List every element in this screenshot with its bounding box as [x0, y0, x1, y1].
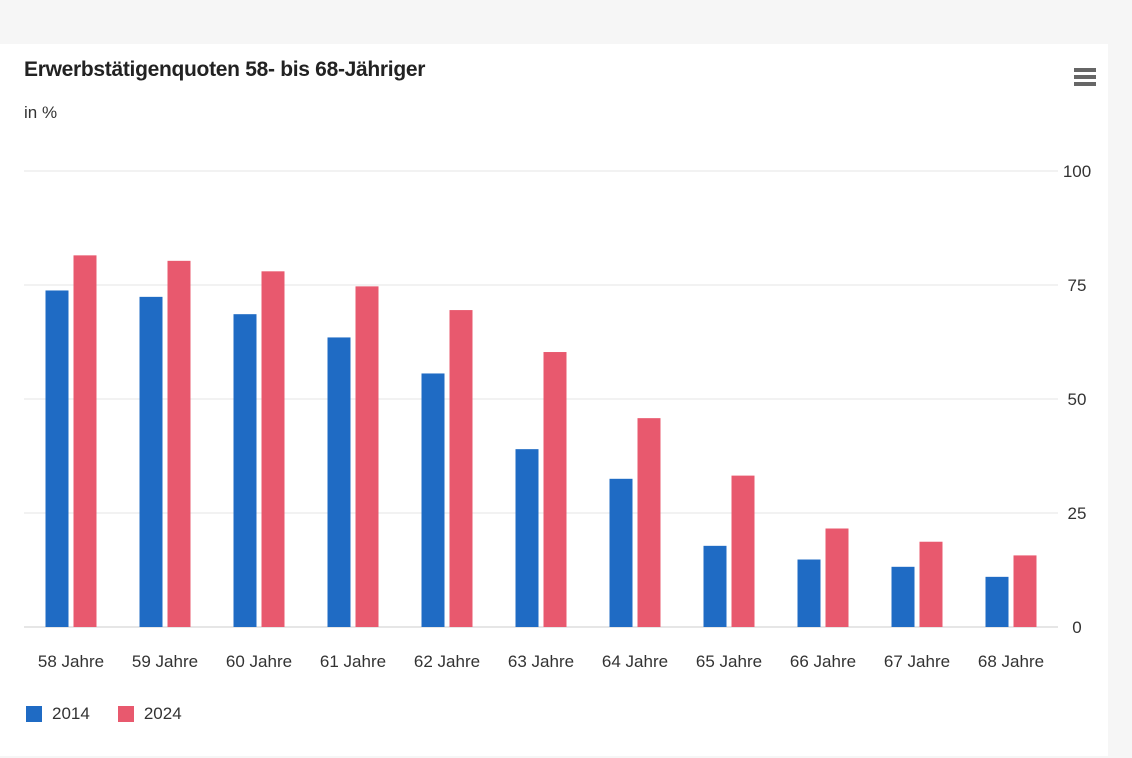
bar-2024	[73, 255, 97, 628]
y-tick-label: 0	[1072, 618, 1081, 637]
x-tick-label: 59 Jahre	[132, 652, 198, 671]
x-tick-label: 66 Jahre	[790, 652, 856, 671]
legend-label: 2014	[52, 704, 90, 723]
bar-2014	[609, 478, 633, 627]
bar-2014	[985, 576, 1009, 627]
x-tick-label: 63 Jahre	[508, 652, 574, 671]
x-tick-label: 67 Jahre	[884, 652, 950, 671]
x-tick-label: 60 Jahre	[226, 652, 292, 671]
legend-item-2014[interactable]: 2014	[26, 704, 90, 724]
bar-2024	[637, 418, 661, 627]
legend-item-2024[interactable]: 2024	[117, 704, 182, 724]
bar-2014	[891, 566, 915, 627]
y-tick-label: 75	[1068, 276, 1087, 295]
x-tick-label: 68 Jahre	[978, 652, 1044, 671]
chart-title: Erwerbstätigenquoten 58- bis 68-Jähriger	[24, 58, 426, 81]
bar-2024	[1013, 555, 1037, 627]
x-tick-label: 64 Jahre	[602, 652, 668, 671]
bar-2024	[825, 528, 849, 627]
bar-2014	[233, 314, 257, 627]
bar-2024	[449, 310, 473, 627]
bar-2024	[355, 286, 379, 627]
bar-2024	[543, 352, 567, 627]
hamburger-menu-icon[interactable]	[1074, 66, 1096, 88]
bar-2014	[421, 373, 445, 627]
bar-2014	[139, 296, 163, 627]
legend-label: 2024	[143, 704, 182, 723]
bar-2014	[515, 449, 539, 627]
legend-swatch	[26, 706, 42, 722]
bar-2024	[919, 541, 943, 627]
bar-2024	[731, 475, 755, 627]
y-tick-label: 50	[1068, 390, 1087, 409]
bar-chart: 0 25 50 75 100 58 Jahre 59 Jahre 60 Jahre 61 Jah…	[24, 162, 1091, 671]
y-tick-label: 25	[1068, 504, 1087, 523]
bar-2024	[167, 260, 191, 627]
y-tick-label: 100	[1063, 162, 1091, 181]
bar-2014	[45, 290, 69, 627]
bar-2014	[797, 559, 821, 627]
chart-legend: 2014 2024	[26, 704, 210, 724]
chart-card: Erwerbstätigenquoten 58- bis 68-Jähriger…	[0, 44, 1108, 756]
legend-swatch	[117, 706, 134, 722]
bar-2024	[261, 271, 285, 627]
bar-2014	[703, 545, 727, 627]
x-tick-label: 58 Jahre	[38, 652, 104, 671]
bar-2014	[327, 337, 351, 627]
x-tick-label: 65 Jahre	[696, 652, 762, 671]
x-tick-label: 61 Jahre	[320, 652, 386, 671]
chart-subtitle: in %	[24, 103, 58, 122]
x-tick-label: 62 Jahre	[414, 652, 480, 671]
